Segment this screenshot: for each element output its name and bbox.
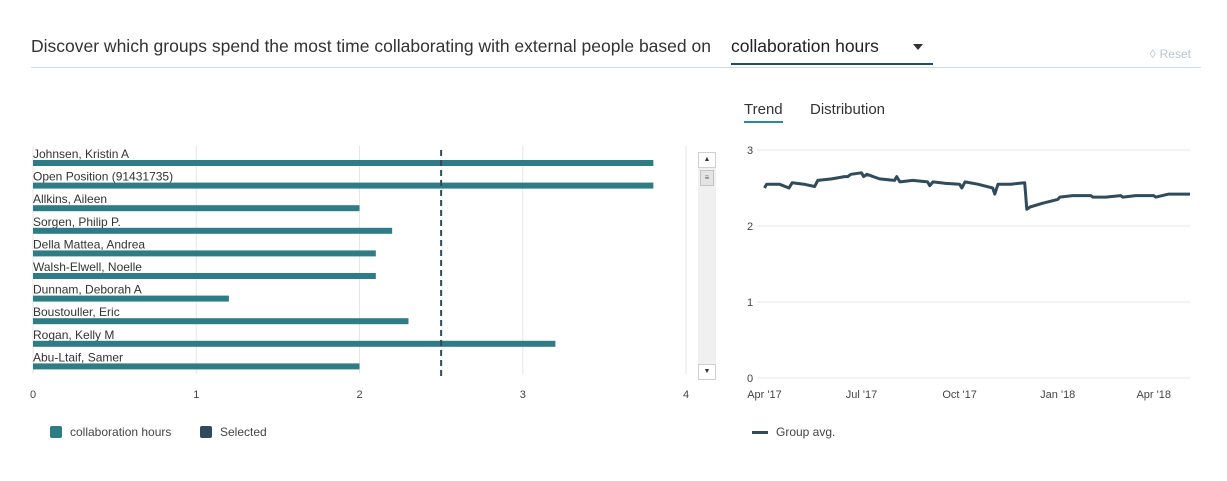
eraser-icon: ◊ (1149, 47, 1156, 61)
bar-category-label[interactable]: Walsh-Elwell, Noelle (33, 260, 142, 274)
bar-category-label[interactable]: Johnsen, Kristin A (33, 147, 129, 161)
y-tick-label: 3 (747, 145, 753, 157)
bar[interactable] (33, 273, 376, 279)
bar[interactable] (33, 318, 409, 325)
bar-category-label[interactable]: Abu-Ltaif, Samer (33, 350, 123, 364)
x-tick-label: Jan '18 (1040, 389, 1075, 401)
bar-category-label[interactable]: Della Mattea, Andrea (33, 237, 145, 251)
x-tick-label: 2 (356, 389, 362, 401)
bar-category-label[interactable]: Rogan, Kelly M (33, 328, 114, 342)
reset-label: Reset (1159, 47, 1191, 61)
bar-category-label[interactable]: Allkins, Aileen (33, 192, 107, 206)
legend-item-group-avg[interactable]: Group avg. (752, 425, 835, 439)
y-tick-label: 0 (747, 373, 753, 385)
bar[interactable] (33, 182, 654, 189)
x-tick-label: Jul '17 (846, 389, 877, 401)
x-tick-label: 4 (683, 389, 689, 401)
bar-category-label[interactable]: Sorgen, Philip P. (33, 215, 121, 229)
reset-button[interactable]: ◊ Reset (1150, 47, 1191, 61)
bar[interactable] (33, 205, 360, 212)
metric-dropdown-value: collaboration hours (731, 36, 879, 56)
triangle-up-icon[interactable]: ▲ (698, 152, 716, 168)
y-tick-label: 1 (747, 297, 753, 309)
bar[interactable] (33, 295, 229, 302)
series-line-group-avg[interactable] (763, 171, 1191, 211)
legend-item-collaboration-hours[interactable]: collaboration hours (50, 425, 171, 439)
bar-category-label[interactable]: Boustouller, Eric (33, 305, 120, 319)
bar[interactable] (33, 250, 376, 257)
y-tick-label: 2 (747, 221, 753, 233)
x-tick-label: 3 (520, 389, 526, 401)
chevron-down-icon (913, 44, 923, 50)
header-divider (31, 67, 1201, 68)
legend-item-selected[interactable]: Selected (200, 425, 267, 439)
bar[interactable] (33, 227, 393, 234)
legend-label: Selected (220, 425, 267, 439)
tab-trend[interactable]: Trend (744, 101, 783, 123)
bar-category-label[interactable]: Dunnam, Deborah A (33, 283, 142, 297)
x-tick-label: Apr '18 (1136, 389, 1171, 401)
x-tick-label: Oct '17 (942, 389, 977, 401)
bar-chart-scrollbar[interactable]: ▲ ≡ ▼ (698, 152, 716, 380)
legend-label: collaboration hours (70, 425, 172, 439)
legend-swatch (50, 426, 62, 438)
x-tick-label: Apr '17 (747, 389, 782, 401)
bar[interactable] (33, 363, 360, 370)
scroll-thumb[interactable]: ≡ (700, 170, 714, 186)
metric-dropdown[interactable]: collaboration hours (731, 33, 933, 65)
legend-line-swatch (752, 430, 768, 434)
line-chart: 0 1 2 3 Apr '17 Jul '17 Oct '17 Jan '18 Apr '18 (747, 145, 1191, 401)
bar-chart: 0 1 2 3 4 Johnsen, Kristin A Open Position (91… (30, 146, 689, 401)
legend-label: Group avg. (776, 425, 836, 439)
triangle-down-icon[interactable]: ▼ (698, 364, 716, 380)
bar[interactable] (33, 340, 556, 347)
x-tick-label: 0 (30, 389, 36, 401)
x-tick-label: 1 (193, 389, 199, 401)
page-title: Discover which groups spend the most tim… (31, 36, 711, 56)
bar[interactable] (33, 160, 654, 166)
tab-distribution[interactable]: Distribution (810, 101, 886, 118)
bar-category-label[interactable]: Open Position (91431735) (33, 170, 173, 184)
legend-swatch (200, 426, 212, 438)
